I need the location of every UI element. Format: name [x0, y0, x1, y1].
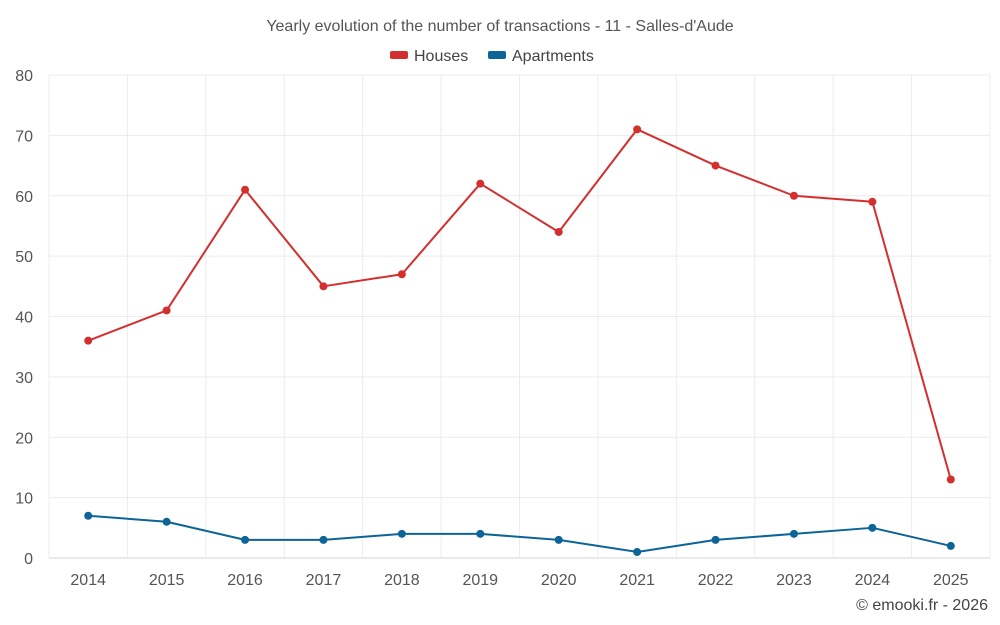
series: [84, 125, 955, 556]
y-tick-label: 0: [24, 551, 33, 568]
data-point: [319, 282, 328, 291]
data-point: [241, 535, 250, 544]
data-point: [241, 185, 250, 194]
series-line-apartments: [88, 514, 952, 553]
y-tick-label: 20: [15, 430, 33, 447]
data-point: [554, 535, 563, 544]
data-point: [84, 336, 93, 345]
data-point: [868, 197, 877, 206]
x-tick-label: 2024: [855, 572, 891, 589]
data-point: [711, 535, 720, 544]
data-point: [84, 511, 93, 520]
legend-label: Apartments: [512, 48, 594, 65]
data-point: [554, 227, 563, 236]
y-tick-label: 10: [15, 491, 33, 508]
data-point: [397, 270, 406, 279]
y-tick-label: 80: [15, 68, 33, 85]
data-point: [397, 529, 406, 538]
legend-item-apartments: Apartments: [488, 48, 594, 65]
x-tick-label: 2016: [227, 572, 263, 589]
x-tick-label: 2023: [776, 572, 812, 589]
data-point: [162, 517, 171, 526]
data-point: [868, 523, 877, 532]
x-tick-label: 2018: [384, 572, 420, 589]
data-point: [162, 306, 171, 315]
legend-swatch: [488, 51, 506, 59]
data-point: [476, 529, 485, 538]
x-tick-label: 2014: [70, 572, 106, 589]
legend-label: Houses: [414, 48, 468, 65]
data-point: [946, 541, 955, 550]
x-tick-label: 2015: [149, 572, 185, 589]
data-point: [711, 161, 720, 170]
data-point: [633, 125, 642, 134]
data-point: [319, 535, 328, 544]
x-tick-label: 2019: [462, 572, 498, 589]
x-tick-label: 2021: [619, 572, 655, 589]
chart-title: Yearly evolution of the number of transa…: [266, 18, 733, 35]
data-point: [789, 529, 798, 538]
y-tick-label: 30: [15, 370, 33, 387]
y-tick-label: 50: [15, 249, 33, 266]
credit-text: © emooki.fr - 2026: [856, 597, 988, 614]
data-point: [946, 475, 955, 484]
series-line-houses: [87, 128, 952, 480]
data-point: [476, 179, 485, 188]
x-tick-label: 2025: [933, 572, 969, 589]
x-tick-label: 2017: [306, 572, 342, 589]
y-tick-label: 70: [15, 128, 33, 145]
axes: 0 10 20 30 40 50 60 70 80 2014 2015 2016 2017 2018 201…: [15, 68, 990, 589]
legend: Houses Apartments: [390, 48, 594, 65]
x-tick-label: 2020: [541, 572, 577, 589]
grid: [48, 74, 991, 558]
y-tick-label: 40: [15, 310, 33, 327]
x-tick-label: 2022: [698, 572, 734, 589]
data-point: [633, 547, 642, 556]
legend-item-houses: Houses: [390, 48, 468, 65]
series-houses: [84, 125, 955, 484]
legend-swatch: [390, 51, 408, 59]
y-tick-label: 60: [15, 189, 33, 206]
series-apartments: [84, 511, 955, 556]
data-point: [789, 191, 798, 200]
